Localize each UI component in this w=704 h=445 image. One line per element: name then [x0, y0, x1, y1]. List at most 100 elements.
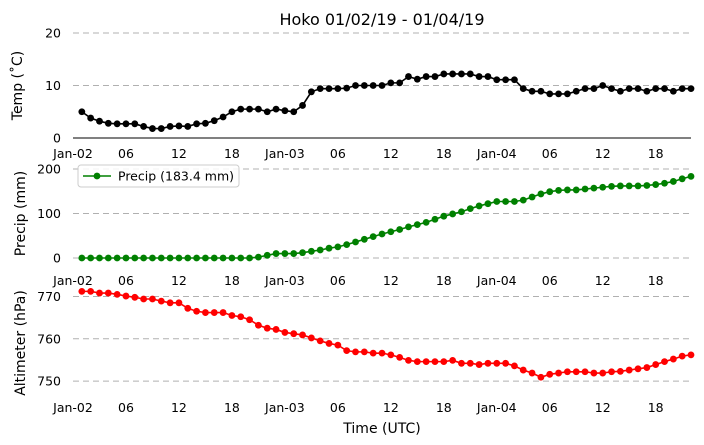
data-point — [281, 107, 289, 115]
data-point — [387, 351, 395, 359]
y-tick-label: 10 — [45, 78, 61, 93]
data-point — [184, 304, 192, 312]
data-point — [307, 334, 315, 342]
data-point — [546, 90, 554, 98]
data-point — [246, 105, 253, 113]
data-point — [581, 185, 589, 193]
data-point — [193, 120, 201, 128]
data-point — [413, 75, 421, 83]
data-point — [608, 368, 615, 376]
data-point — [325, 340, 333, 347]
data-point — [166, 123, 174, 130]
x-tick-label: Jan-03 — [264, 273, 305, 288]
series-line-temperature — [81, 73, 691, 130]
x-tick-label: Jan-02 — [52, 400, 93, 415]
data-point — [616, 367, 624, 375]
data-point — [255, 253, 262, 261]
x-tick-label: 18 — [224, 400, 240, 415]
data-point — [669, 178, 677, 185]
data-point — [405, 223, 412, 231]
data-point — [343, 241, 351, 249]
data-point — [334, 341, 342, 349]
data-point — [104, 254, 112, 262]
data-point — [422, 358, 430, 366]
data-point — [96, 254, 103, 262]
data-point — [608, 182, 615, 190]
data-point — [669, 87, 677, 95]
data-point — [652, 361, 660, 368]
x-tick-label: 18 — [648, 273, 664, 288]
data-point — [643, 182, 651, 189]
data-point — [316, 246, 324, 254]
x-tick-label: 18 — [436, 146, 452, 161]
data-point — [413, 221, 421, 229]
data-point — [369, 349, 377, 357]
x-tick-label: Jan-02 — [52, 273, 93, 288]
data-point — [175, 254, 183, 262]
data-point — [422, 219, 430, 226]
data-point — [149, 125, 156, 132]
x-tick-label: 12 — [171, 146, 187, 161]
data-point — [131, 120, 139, 128]
data-point — [546, 188, 554, 196]
data-point — [219, 309, 227, 316]
y-tick-label: 770 — [37, 289, 61, 304]
data-point — [564, 368, 571, 376]
data-point — [431, 358, 439, 366]
data-point — [210, 309, 218, 316]
x-tick-label: 18 — [224, 273, 240, 288]
data-point — [616, 87, 624, 95]
data-point — [290, 108, 298, 116]
x-tick-label: Jan-03 — [264, 400, 305, 415]
x-tick-label: 06 — [118, 146, 134, 161]
data-point — [634, 182, 642, 190]
data-point — [255, 321, 262, 329]
data-point — [210, 254, 218, 262]
data-point — [228, 108, 236, 116]
data-point — [87, 254, 95, 262]
data-point — [484, 359, 492, 367]
data-point — [246, 316, 253, 324]
x-tick-label: 18 — [436, 400, 452, 415]
legend-label: Precip (183.4 mm) — [118, 169, 234, 184]
data-point — [255, 105, 262, 113]
x-tick-label: 06 — [118, 273, 134, 288]
data-point — [149, 295, 156, 303]
data-point — [219, 113, 227, 121]
data-point — [246, 254, 253, 262]
data-point — [290, 330, 298, 338]
data-point — [369, 82, 377, 89]
data-point — [113, 290, 121, 298]
data-point — [352, 238, 359, 246]
series-line-precipitation — [81, 175, 692, 259]
data-point — [78, 287, 86, 295]
data-point — [466, 359, 474, 367]
data-point — [572, 368, 580, 376]
data-point — [316, 337, 324, 345]
x-tick-label: 06 — [542, 146, 558, 161]
data-point — [157, 297, 165, 305]
data-point — [113, 254, 121, 262]
data-point — [608, 85, 615, 93]
data-point — [396, 353, 404, 361]
x-tick-label: 18 — [648, 146, 664, 161]
data-point — [272, 250, 280, 257]
data-point — [78, 254, 86, 262]
x-tick-label: 12 — [171, 273, 187, 288]
data-point — [458, 70, 465, 78]
data-point — [369, 233, 377, 241]
data-point — [290, 250, 298, 257]
data-point — [652, 85, 660, 93]
data-point — [202, 119, 209, 127]
x-tick-label: Jan-02 — [52, 146, 93, 161]
panels: 0 10 20 Jan-02 06 12 18 Jan-03 06 12 18 Jan-04 06 12 1… — [9, 26, 695, 415]
data-point — [87, 114, 95, 122]
data-point — [140, 254, 148, 262]
data-point — [572, 87, 580, 95]
data-point — [678, 85, 686, 93]
data-point — [157, 125, 165, 132]
data-point — [360, 235, 368, 243]
data-point — [272, 105, 280, 113]
data-point — [334, 243, 342, 251]
data-point — [616, 182, 624, 190]
